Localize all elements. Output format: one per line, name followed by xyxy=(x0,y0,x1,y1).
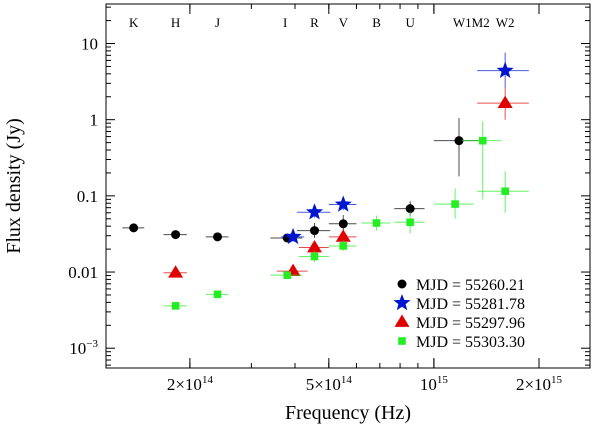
series-square xyxy=(163,121,529,310)
legend-marker-square xyxy=(398,337,406,345)
x-tick-label: 2×1015 xyxy=(516,374,563,394)
data-point-square xyxy=(478,136,487,145)
data-point-square xyxy=(171,302,180,310)
band-label-w2: W2 xyxy=(496,15,515,30)
series-circle xyxy=(122,118,481,243)
data-point-circle xyxy=(129,223,139,233)
data-point-triangle xyxy=(307,239,323,253)
data-point-square xyxy=(451,200,459,208)
data-point-circle xyxy=(454,136,464,146)
band-label-b: B xyxy=(372,15,381,30)
data-point-square xyxy=(501,187,509,196)
y-tick-label: 0.01 xyxy=(68,263,98,282)
band-label-v: V xyxy=(339,15,349,30)
data-point-triangle xyxy=(335,229,351,242)
data-point-square xyxy=(213,290,222,299)
data-point-star xyxy=(334,195,352,212)
y-tick-label: 10−3 xyxy=(69,338,98,358)
data-point-circle xyxy=(310,226,320,236)
data-point-square xyxy=(339,242,348,250)
axis-ticks: 2×1014 5×1014 1015 2×1015 10−3 0.01 0.1 1 10 xyxy=(68,4,590,394)
band-label-r: R xyxy=(310,15,319,30)
data-point-triangle xyxy=(168,265,184,278)
x-tick-label: 2×1014 xyxy=(167,374,214,394)
data-point-star xyxy=(496,61,514,78)
series-star xyxy=(281,52,529,245)
legend-label: MJD = 55260.21 xyxy=(416,277,525,294)
data-point-circle xyxy=(171,230,181,240)
y-tick-label: 0.1 xyxy=(77,187,98,206)
data-point-circle xyxy=(338,219,348,229)
data-point-circle xyxy=(213,232,223,242)
band-label-u: U xyxy=(405,15,415,30)
x-axis-title: Frequency (Hz) xyxy=(285,402,411,424)
x-tick-label: 5×1014 xyxy=(306,374,353,394)
legend-marker-circle xyxy=(397,279,407,289)
band-labels: K H J I R V B U W1M2 W2 xyxy=(129,15,515,30)
data-point-square xyxy=(406,218,414,227)
data-point-square xyxy=(283,271,292,279)
x-tick-label: 1015 xyxy=(420,374,449,394)
legend-marker-triangle xyxy=(394,314,410,327)
series-triangle xyxy=(163,88,529,278)
data-point-square xyxy=(372,219,381,227)
legend-marker-star xyxy=(393,294,411,311)
legend: MJD = 55260.21 MJD = 55281.78 MJD = 55297.… xyxy=(393,277,525,351)
y-tick-label: 10 xyxy=(81,35,98,54)
data-series xyxy=(122,52,529,310)
data-point-triangle xyxy=(497,95,513,108)
band-label-i: I xyxy=(283,15,287,30)
y-tick-label: 1 xyxy=(90,111,99,130)
legend-label: MJD = 55297.96 xyxy=(416,315,525,332)
data-point-star xyxy=(284,227,302,245)
legend-label: MJD = 55303.30 xyxy=(416,334,525,351)
data-point-star xyxy=(305,203,324,220)
band-label-j: J xyxy=(215,15,220,30)
band-label-k: K xyxy=(129,15,139,30)
legend-label: MJD = 55281.78 xyxy=(416,296,525,313)
y-axis-title: Flux density (Jy) xyxy=(3,118,25,254)
plot-frame xyxy=(105,3,591,369)
band-label-h: H xyxy=(171,15,180,30)
data-point-square xyxy=(310,252,319,261)
data-point-circle xyxy=(405,204,415,214)
band-label-w1m2: W1M2 xyxy=(453,15,490,30)
